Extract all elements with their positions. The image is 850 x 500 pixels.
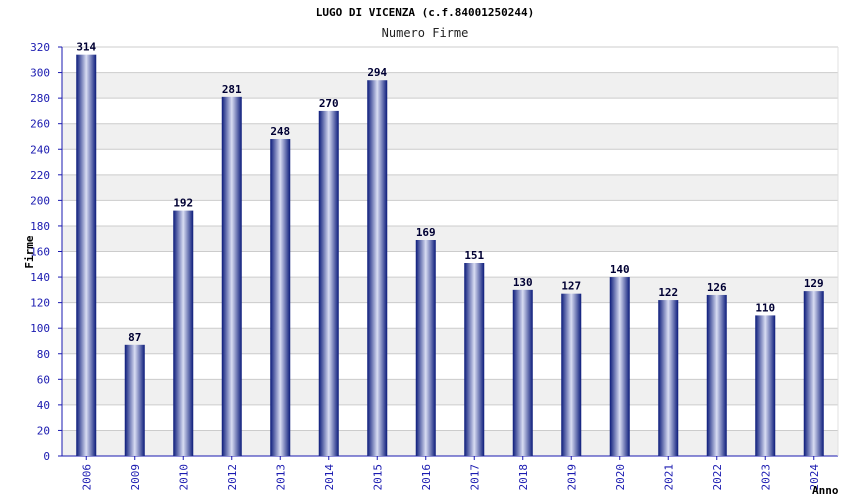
y-tick-label: 320 — [30, 41, 50, 54]
x-tick-label: 2017 — [468, 464, 481, 491]
y-tick-label: 60 — [37, 373, 50, 386]
y-tick-label: 240 — [30, 143, 50, 156]
bar-value-label: 110 — [755, 301, 775, 314]
bar-value-label: 130 — [513, 276, 533, 289]
y-tick-label: 220 — [30, 169, 50, 182]
bar-value-label: 151 — [464, 249, 484, 262]
bar-value-label: 169 — [416, 226, 436, 239]
bar-2019 — [561, 293, 582, 456]
x-tick-label: 2022 — [711, 464, 724, 491]
y-tick-label: 0 — [43, 450, 50, 463]
x-tick-label: 2006 — [80, 464, 93, 491]
bar-value-label: 314 — [76, 41, 96, 54]
bar-2016 — [415, 239, 436, 456]
bar-2022 — [706, 294, 727, 456]
bar-2006 — [76, 54, 97, 456]
bar-value-label: 127 — [561, 280, 581, 293]
bar-value-label: 126 — [707, 281, 727, 294]
bar-value-label: 140 — [610, 263, 630, 276]
x-tick-label: 2016 — [420, 464, 433, 491]
bar-value-label: 192 — [173, 197, 193, 210]
chart-subtitle: Numero Firme — [382, 26, 469, 40]
bar-2015 — [367, 80, 388, 456]
x-tick-label: 2009 — [129, 464, 142, 491]
x-tick-label: 2018 — [517, 464, 530, 491]
x-axis-label: Anno — [812, 484, 839, 497]
bar-2021 — [658, 300, 679, 456]
x-tick-label: 2023 — [759, 464, 772, 491]
bar-2010 — [173, 210, 194, 456]
bar-2013 — [270, 139, 291, 456]
y-axis-ticks: 0 20 40 60 80 100 120 140 160 180 200 220 240 260 280 3… — [30, 41, 62, 463]
y-tick-label: 40 — [37, 399, 50, 412]
y-tick-label: 140 — [30, 271, 50, 284]
x-tick-label: 2010 — [177, 464, 190, 491]
x-tick-label: 2024 — [808, 464, 821, 491]
y-tick-label: 200 — [30, 194, 50, 207]
bar-value-label: 129 — [804, 277, 824, 290]
bar-value-label: 270 — [319, 97, 339, 110]
y-tick-label: 80 — [37, 348, 50, 361]
y-tick-label: 300 — [30, 67, 50, 80]
bar-2018 — [512, 289, 533, 456]
bar-value-label: 248 — [270, 125, 290, 138]
y-tick-label: 280 — [30, 92, 50, 105]
bar-value-label: 122 — [658, 286, 678, 299]
bar-2009 — [124, 344, 145, 456]
x-tick-label: 2019 — [565, 464, 578, 491]
grid-band — [62, 72, 838, 99]
bars — [76, 54, 824, 457]
bar-2017 — [464, 263, 485, 456]
bar-2014 — [318, 110, 339, 456]
x-tick-label: 2013 — [274, 464, 287, 491]
grid-band — [62, 174, 838, 201]
bar-2020 — [609, 277, 630, 456]
x-tick-label: 2014 — [323, 464, 336, 491]
grid-band — [62, 123, 838, 150]
y-axis-label: Firme — [23, 235, 36, 268]
y-tick-label: 160 — [30, 246, 50, 259]
bar-value-label: 294 — [367, 66, 387, 79]
x-tick-label: 2012 — [226, 464, 239, 491]
y-tick-label: 20 — [37, 424, 50, 437]
bar-2024 — [803, 291, 824, 456]
x-tick-label: 2020 — [614, 464, 627, 491]
chart-title: LUGO DI VICENZA (c.f.84001250244) — [316, 6, 535, 19]
x-axis-ticks: 2006 2009 2010 2012 2013 2014 2015 2016 2017 2018… — [80, 456, 821, 491]
bar-value-labels: 314 87 192 281 248 270 294 169 151 130 127 140 122 12… — [76, 41, 823, 344]
x-tick-label: 2015 — [371, 464, 384, 491]
y-tick-label: 120 — [30, 297, 50, 310]
x-tick-label: 2021 — [662, 464, 675, 491]
y-tick-label: 180 — [30, 220, 50, 233]
bar-value-label: 281 — [222, 83, 242, 96]
y-tick-label: 260 — [30, 118, 50, 131]
bar-2012 — [221, 96, 242, 457]
bar-2023 — [755, 315, 776, 456]
bar-value-label: 87 — [128, 331, 141, 344]
y-tick-label: 100 — [30, 322, 50, 335]
